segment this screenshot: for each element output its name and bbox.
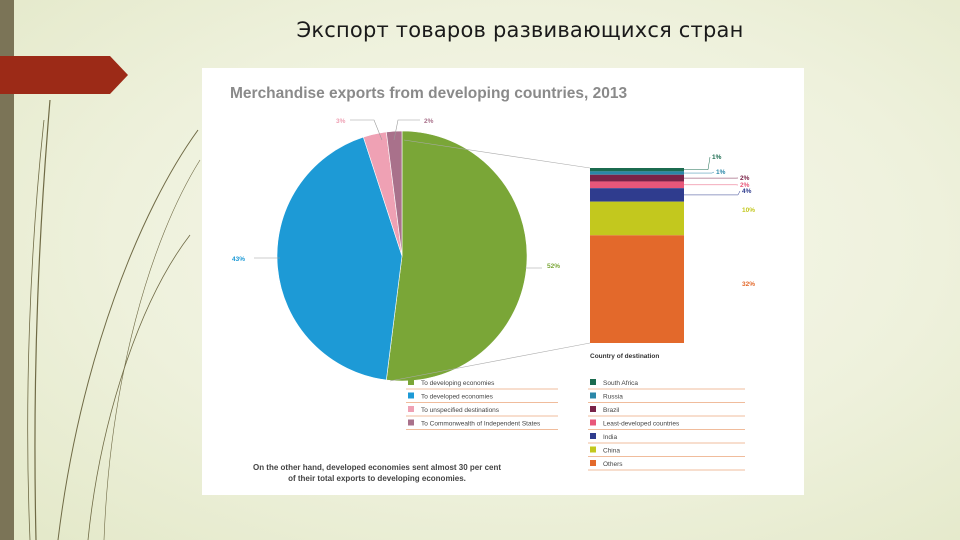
legend-label-russia: Russia [603,394,623,401]
legend-regions: To developing economies To developed econ… [406,379,558,430]
legend-label-brazil: Brazil [603,407,620,414]
breakdown-xlabel: Country of destination [590,353,659,360]
legend-label-least-developed-countries: Least-developed countries [603,421,680,428]
annotation-line-2: of their total exports to developing eco… [288,474,466,483]
bar-segment-others [590,235,684,343]
legend-label-to-developing-economies: To developing economies [421,380,495,387]
legend-swatch-to-unspecified-destinations [408,406,414,412]
legend-swatch-brazil [590,406,596,412]
bar-segment-least-developed-countries [590,181,684,189]
chart-card: Merchandise exports from developing coun… [202,68,804,495]
pie-label-to-commonwealth-of-independent-states: 2% [424,118,434,125]
bar-segment-china [590,201,684,236]
legend-swatch-to-developed-economies [408,392,414,399]
legend-swatch-russia [590,392,596,399]
pie-chart: 52% 43% 3% 2% [232,118,560,382]
decorative-lines [27,99,201,540]
legend-label-south-africa: South Africa [603,380,638,387]
legend-swatch-least-developed-countries [590,419,596,426]
annotation-line-1: On the other hand, developed economies s… [253,463,501,472]
legend-label-to-unspecified-destinations: To unspecified destinations [421,407,500,414]
slide-title: Экспорт товаров развивающихся стран [296,18,744,42]
legend-countries: South Africa Russia Brazil Least-developed … [588,379,745,471]
pie-label-to-developed-economies: 43% [232,256,245,263]
legend-label-others: Others [603,461,623,468]
slide-left-bar [0,0,14,540]
legend-label-india: India [603,434,617,441]
pie-label-to-developing-economies: 52% [547,263,560,270]
chart-title: Merchandise exports from developing coun… [230,85,627,102]
legend-swatch-south-africa [590,379,596,385]
bar-leader-russia [684,171,715,174]
chart-svg: Merchandise exports from developing coun… [230,85,755,483]
bar-label-south-africa: 1% [712,154,722,161]
bar-segment-south-africa [590,168,684,172]
legend-label-to-developed-economies: To developed economies [421,394,494,401]
bar-label-brazil: 2% [740,175,750,182]
breakdown-bar: 1%1%2%2%4%10%32% [389,139,755,382]
legend-swatch-india [590,433,596,439]
legend-swatch-to-commonwealth-of-independent-states [408,419,414,426]
bar-label-russia: 1% [716,169,726,176]
legend-swatch-china [590,446,596,453]
pie-slice-to-developed-economies [276,136,403,381]
bar-leader-south-africa [684,156,711,170]
bar-label-least-developed-countries: 2% [740,182,750,189]
legend-label-china: China [603,448,620,455]
pie-slice-to-developing-economies [385,130,528,382]
bar-segment-brazil [590,174,684,182]
connector-bottom [389,342,591,382]
connector-top [403,139,591,169]
pie-slice-to-commonwealth-of-independent-states [385,130,403,257]
pie-label-to-unspecified-destinations: 3% [336,118,346,125]
bar-label-china: 10% [742,207,755,214]
bar-leader-india [684,190,741,196]
bar-segment-russia [590,171,684,175]
bar-label-india: 4% [742,188,752,195]
legend-swatch-to-developing-economies [408,379,414,385]
red-arrow-tab [0,56,128,94]
pie-leader-to-commonwealth-of-independent-states [393,119,420,141]
legend-swatch-others [590,460,596,466]
bar-segment-india [590,188,684,202]
legend-label-to-commonwealth-of-independent-states: To Commonwealth of Independent States [421,421,541,428]
pie-leader-to-unspecified-destinations [350,119,383,141]
bar-label-others: 32% [742,281,755,288]
